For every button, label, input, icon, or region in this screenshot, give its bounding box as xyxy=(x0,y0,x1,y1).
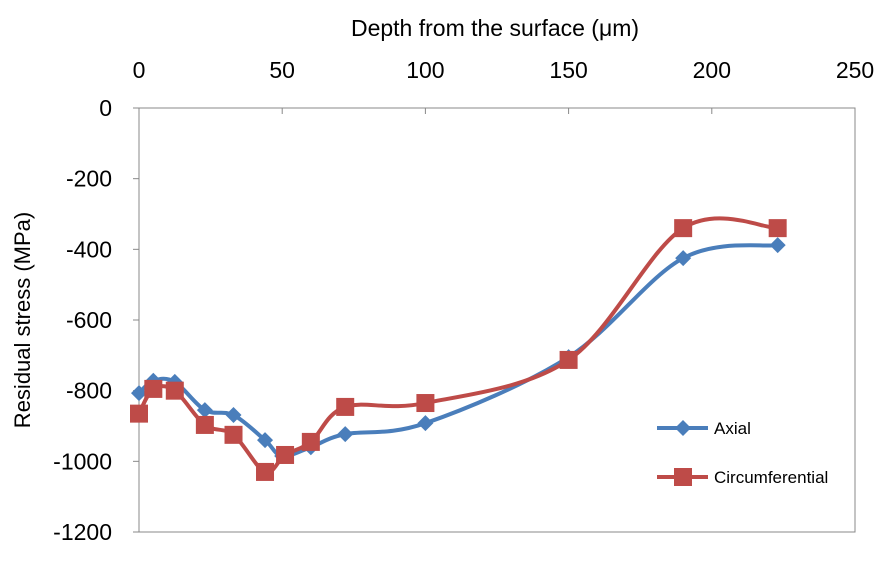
legend-marker xyxy=(675,420,691,436)
x-tick-label: 0 xyxy=(133,57,146,83)
legend-item: Circumferential xyxy=(657,468,828,487)
legend-marker xyxy=(674,468,692,486)
data-point xyxy=(196,402,213,419)
data-point xyxy=(675,250,692,267)
y-axis-title: Residual stress (MPa) xyxy=(10,212,35,428)
data-point xyxy=(131,385,147,402)
data-point xyxy=(195,415,214,434)
y-tick-label: -400 xyxy=(66,236,112,262)
data-point xyxy=(257,432,274,449)
data-point xyxy=(337,426,354,443)
x-tick-label: 250 xyxy=(836,57,874,83)
data-point xyxy=(276,445,295,464)
data-point xyxy=(674,219,693,238)
series-circumferential xyxy=(130,216,787,481)
data-point xyxy=(768,219,787,238)
y-tick-label: -800 xyxy=(66,378,112,404)
y-tick-label: -1200 xyxy=(53,519,112,545)
data-point xyxy=(130,404,148,423)
data-point xyxy=(224,425,243,444)
data-point xyxy=(416,394,435,413)
data-point xyxy=(301,432,320,451)
legend-item: Axial xyxy=(657,419,751,438)
data-point xyxy=(417,415,434,432)
x-tick-label: 100 xyxy=(406,57,444,83)
data-point xyxy=(225,407,242,424)
data-point xyxy=(769,237,786,254)
x-tick-label: 200 xyxy=(693,57,731,83)
data-point xyxy=(559,350,578,369)
data-point xyxy=(144,379,163,398)
legend-label: Axial xyxy=(714,419,751,438)
y-tick-label: -600 xyxy=(66,307,112,333)
x-tick-label: 150 xyxy=(549,57,587,83)
y-tick-label: 0 xyxy=(99,95,112,121)
data-point xyxy=(165,381,184,400)
legend-label: Circumferential xyxy=(714,468,828,487)
x-tick-label: 50 xyxy=(269,57,295,83)
y-tick-label: -200 xyxy=(66,166,112,192)
data-point xyxy=(256,462,275,481)
x-axis-title: Depth from the surface (μm) xyxy=(351,15,639,41)
data-point xyxy=(336,397,355,416)
y-tick-label: -1000 xyxy=(53,448,112,474)
